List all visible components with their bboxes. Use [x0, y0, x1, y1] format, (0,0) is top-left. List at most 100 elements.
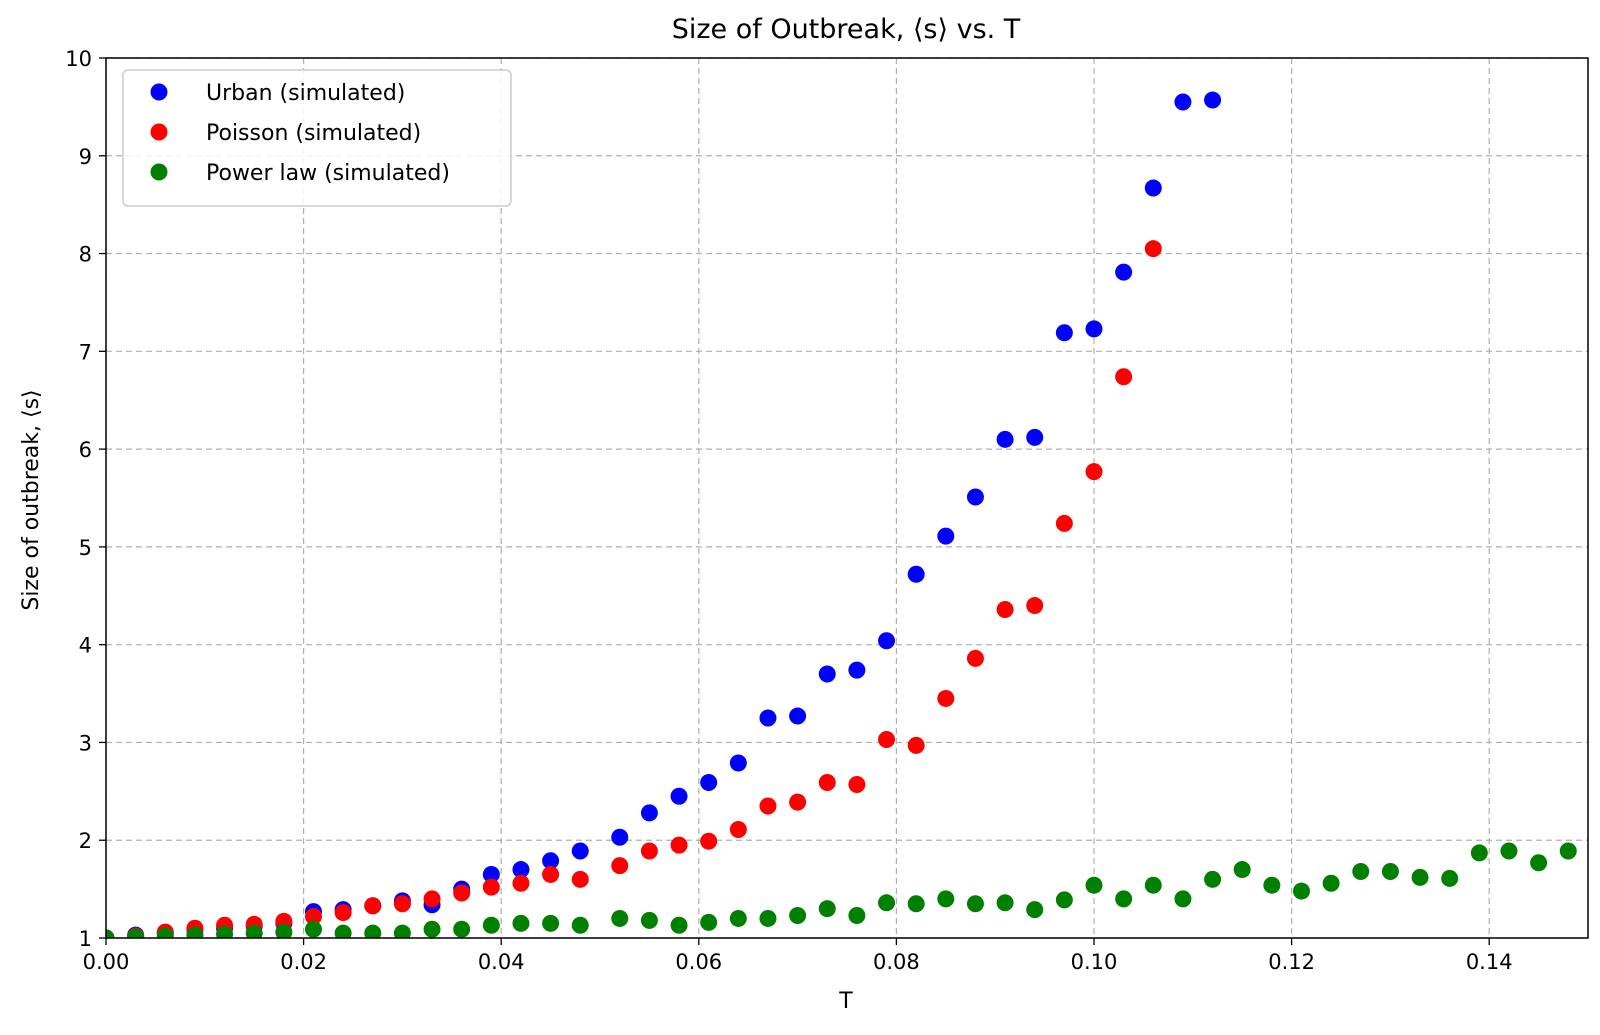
data-point: [848, 775, 866, 793]
y-tick-label: 7: [79, 340, 92, 364]
x-tick-label: 0.02: [280, 950, 327, 974]
data-point: [759, 797, 777, 815]
data-point: [364, 897, 382, 915]
y-tick-label: 8: [79, 243, 92, 267]
data-point: [275, 923, 293, 938]
data-point: [482, 865, 500, 883]
data-point: [453, 920, 471, 938]
x-tick-label: 0.06: [675, 950, 722, 974]
data-point: [700, 913, 718, 931]
x-tick-label: 0.14: [1466, 950, 1513, 974]
data-point: [423, 890, 441, 908]
data-point: [127, 928, 145, 938]
x-tick-label: 0.00: [83, 950, 130, 974]
data-point: [611, 857, 629, 875]
data-point: [453, 884, 471, 902]
legend-marker: [150, 123, 168, 141]
data-point: [364, 924, 382, 938]
data-point: [1026, 428, 1044, 446]
legend-label: Poisson (simulated): [206, 121, 421, 146]
data-point: [907, 895, 925, 913]
data-point: [245, 924, 263, 938]
data-point: [1381, 863, 1399, 881]
data-point: [542, 852, 560, 870]
data-point: [1352, 863, 1370, 881]
series-2: [106, 842, 1577, 938]
data-point: [996, 430, 1014, 448]
data-point: [512, 914, 530, 932]
legend-label: Power law (simulated): [206, 161, 450, 186]
plot-frame: [105, 57, 1589, 939]
data-point: [878, 894, 896, 912]
data-point: [789, 707, 807, 725]
data-point: [700, 774, 718, 792]
data-point: [759, 909, 777, 927]
legend: Urban (simulated) Poisson (simulated) Powe…: [122, 69, 512, 207]
x-axis-label: T: [838, 989, 853, 1014]
data-point: [729, 909, 747, 927]
data-point: [640, 911, 658, 929]
data-point: [700, 832, 718, 850]
data-point: [1263, 876, 1281, 894]
data-point: [542, 865, 560, 883]
data-point: [670, 836, 688, 854]
data-point: [1055, 891, 1073, 909]
data-point: [640, 842, 658, 860]
legend-marker: [150, 83, 168, 101]
y-tick-label: 4: [79, 634, 92, 658]
legend-label: Urban (simulated): [206, 81, 405, 106]
data-point: [571, 916, 589, 934]
data-point: [640, 804, 658, 822]
data-point: [334, 924, 352, 938]
data-point: [1441, 869, 1459, 887]
data-point: [571, 842, 589, 860]
data-point: [1500, 842, 1518, 860]
data-point: [482, 916, 500, 934]
data-point: [512, 861, 530, 879]
data-point: [848, 907, 866, 925]
data-point: [334, 904, 352, 922]
data-point: [393, 895, 411, 913]
data-point: [670, 916, 688, 934]
data-point: [1322, 874, 1340, 892]
legend-box: [122, 69, 512, 207]
data-point: [670, 787, 688, 805]
data-point: [1470, 844, 1488, 862]
data-point: [512, 874, 530, 892]
axis-ticks: 0.00 0.02 0.04 0.06 0.08 0.10 0.12 0.14 1 2 3 4 5 6 7 8…: [65, 47, 1512, 974]
y-axis-label: Size of outbreak, ⟨s⟩: [19, 389, 44, 610]
data-point: [611, 909, 629, 927]
data-point: [1055, 514, 1073, 532]
series-1: [106, 240, 1162, 938]
data-point: [937, 890, 955, 908]
data-point: [1115, 890, 1133, 908]
data-point: [1085, 876, 1103, 894]
y-tick-label: 9: [79, 145, 92, 169]
data-point: [818, 665, 836, 683]
data-point: [1085, 320, 1103, 338]
data-point: [996, 894, 1014, 912]
x-tick-label: 0.10: [1071, 950, 1118, 974]
legend-marker: [150, 163, 168, 181]
data-point: [1055, 324, 1073, 342]
data-point: [789, 907, 807, 925]
data-point: [1174, 93, 1192, 111]
data-point: [156, 927, 174, 938]
x-tick-label: 0.04: [478, 950, 525, 974]
data-point: [966, 895, 984, 913]
y-tick-label: 3: [79, 731, 92, 755]
data-point: [1026, 597, 1044, 615]
data-point: [729, 820, 747, 838]
data-point: [907, 736, 925, 754]
data-point: [1144, 876, 1162, 894]
data-point: [1292, 882, 1310, 900]
data-point: [996, 600, 1014, 618]
data-point: [1530, 854, 1548, 872]
data-point: [937, 689, 955, 707]
data-point: [818, 900, 836, 918]
chart-title: Size of Outbreak, ⟨s⟩ vs. T: [672, 14, 1021, 45]
data-point: [878, 731, 896, 749]
data-point: [304, 920, 322, 938]
data-point: [907, 565, 925, 583]
